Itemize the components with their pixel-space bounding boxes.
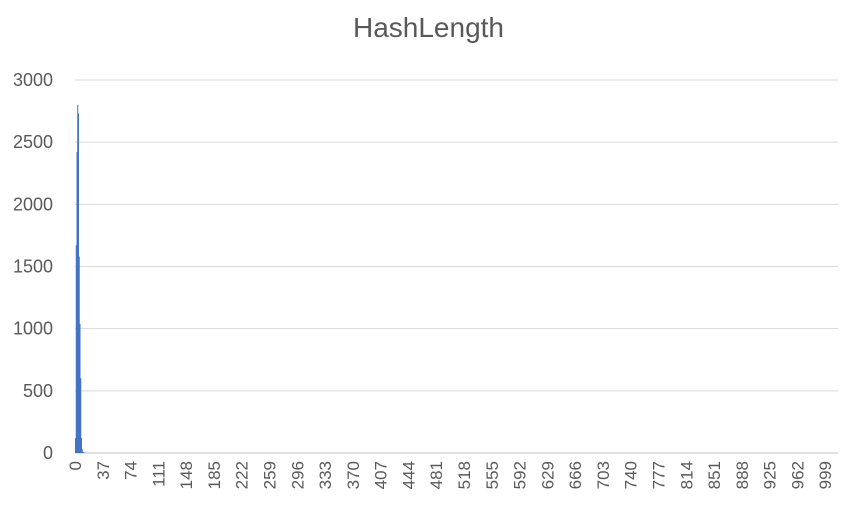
bar xyxy=(77,104,79,453)
x-tick-label: 74 xyxy=(122,461,141,480)
bar xyxy=(76,152,78,453)
x-tick-label: 407 xyxy=(372,461,391,489)
x-tick-label: 296 xyxy=(288,461,307,489)
chart-title: HashLength xyxy=(352,12,504,43)
x-tick-label: 333 xyxy=(316,461,335,489)
x-tick-label: 555 xyxy=(483,461,502,489)
y-tick-label: 1000 xyxy=(13,319,53,339)
y-tick-label: 2500 xyxy=(13,132,53,152)
x-tick-label: 703 xyxy=(594,461,613,489)
y-tick-label: 3000 xyxy=(13,70,53,90)
x-tick-label: 518 xyxy=(455,461,474,489)
x-tick-label: 111 xyxy=(149,461,168,487)
x-tick-label: 370 xyxy=(344,461,363,489)
x-tick-label: 814 xyxy=(677,461,696,489)
bar xyxy=(80,378,82,453)
x-tick-label: 925 xyxy=(761,461,780,489)
bar xyxy=(78,256,80,453)
bar xyxy=(83,452,85,453)
x-tick-label: 37 xyxy=(94,461,113,480)
x-tick-label: 222 xyxy=(233,461,252,489)
x-tick-label: 962 xyxy=(788,461,807,489)
x-tick-label: 629 xyxy=(538,461,557,489)
x-tick-label: 888 xyxy=(733,461,752,489)
bar xyxy=(75,438,76,453)
x-tick-label: 999 xyxy=(816,461,835,489)
bar xyxy=(81,438,83,453)
y-tick-label: 0 xyxy=(43,443,53,463)
bar xyxy=(75,245,77,453)
x-tick-label: 444 xyxy=(399,461,418,489)
y-tick-label: 500 xyxy=(23,381,53,401)
x-tick-label: 592 xyxy=(511,461,530,489)
x-tick-label: 740 xyxy=(622,461,641,489)
x-tick-label: 851 xyxy=(705,461,724,489)
x-tick-label: 259 xyxy=(261,461,280,489)
bar xyxy=(81,449,83,453)
x-tick-label: 148 xyxy=(177,461,196,489)
bar xyxy=(79,323,81,453)
x-tick-label: 0 xyxy=(66,461,85,470)
y-tick-label: 1500 xyxy=(13,257,53,277)
x-tick-label: 666 xyxy=(566,461,585,489)
x-tick-label: 481 xyxy=(427,461,446,489)
y-tick-label: 2000 xyxy=(13,194,53,214)
bar xyxy=(82,451,84,453)
bar xyxy=(78,113,80,453)
x-tick-label: 777 xyxy=(650,461,669,489)
x-tick-label: 185 xyxy=(205,461,224,489)
